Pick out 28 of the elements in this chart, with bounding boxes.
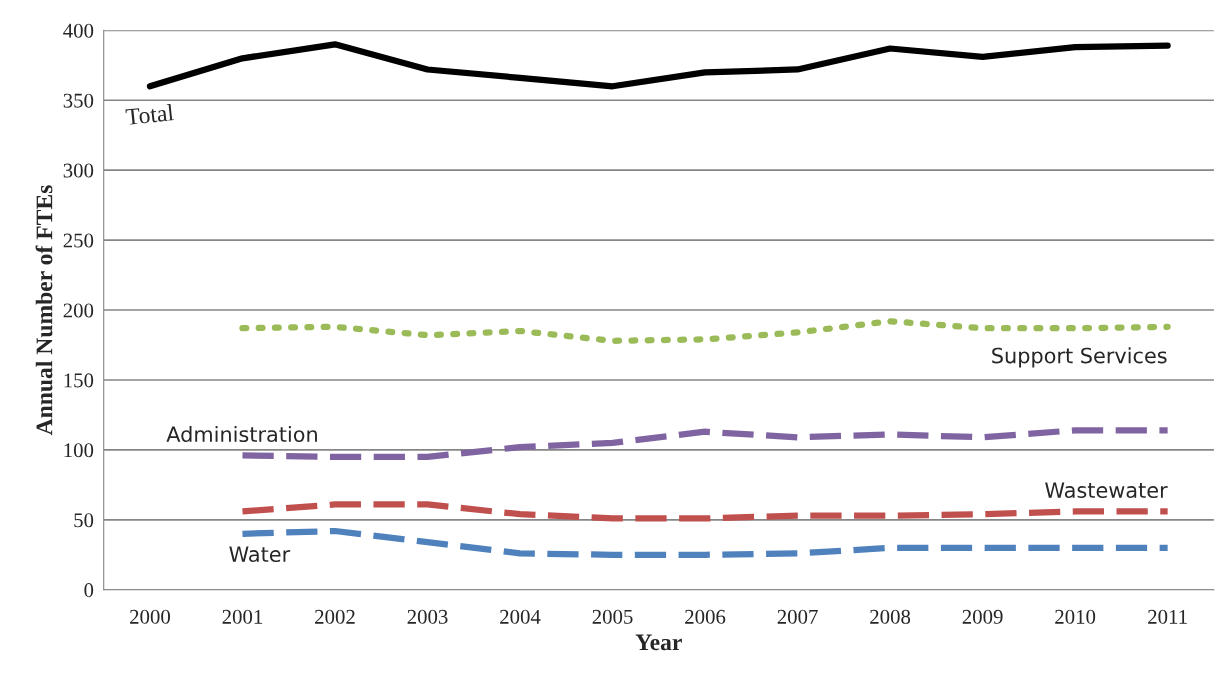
x-tick-label: 2007 [777,609,818,624]
y-tick-label: 150 [64,373,94,388]
x-tick-label: 2002 [315,609,355,624]
x-tick-label: 2003 [407,609,448,624]
y-tick-label: 200 [63,303,94,318]
y-tick-label: 0 [84,583,94,598]
y-tick-label: 100 [64,443,94,458]
y-axis-title: Annual Number of FTEs [35,185,53,436]
series-label: Administration [166,425,317,443]
x-axis-title: Year [635,634,682,651]
x-tick-label: 2009 [962,609,1003,624]
x-tick-label: 2005 [592,609,633,624]
series-label: Water [229,546,291,563]
x-tick-label: 2006 [685,609,726,624]
series-label: Support Services [992,347,1167,368]
y-tick-label: 300 [63,163,94,178]
x-tick-label: 2008 [870,609,911,624]
y-tick-label: 50 [74,513,94,528]
series-label: Wastewater [1045,482,1168,499]
x-tick-label: 2001 [222,609,263,624]
text: Total [125,103,175,126]
y-tick-label: 250 [63,233,94,248]
x-tick-label: 2004 [500,609,541,624]
y-tick-label: 400 [63,23,94,38]
x-tick-label: 2010 [1055,609,1096,624]
x-tick-label: 2000 [130,609,170,624]
x-tick-label: 2011 [1148,609,1187,624]
y-tick-label: 350 [63,93,94,108]
